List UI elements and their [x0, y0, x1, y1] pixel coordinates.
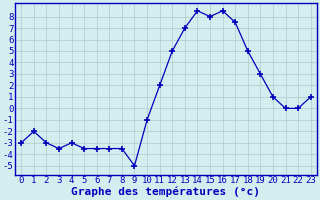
X-axis label: Graphe des températures (°c): Graphe des températures (°c) [71, 187, 260, 197]
